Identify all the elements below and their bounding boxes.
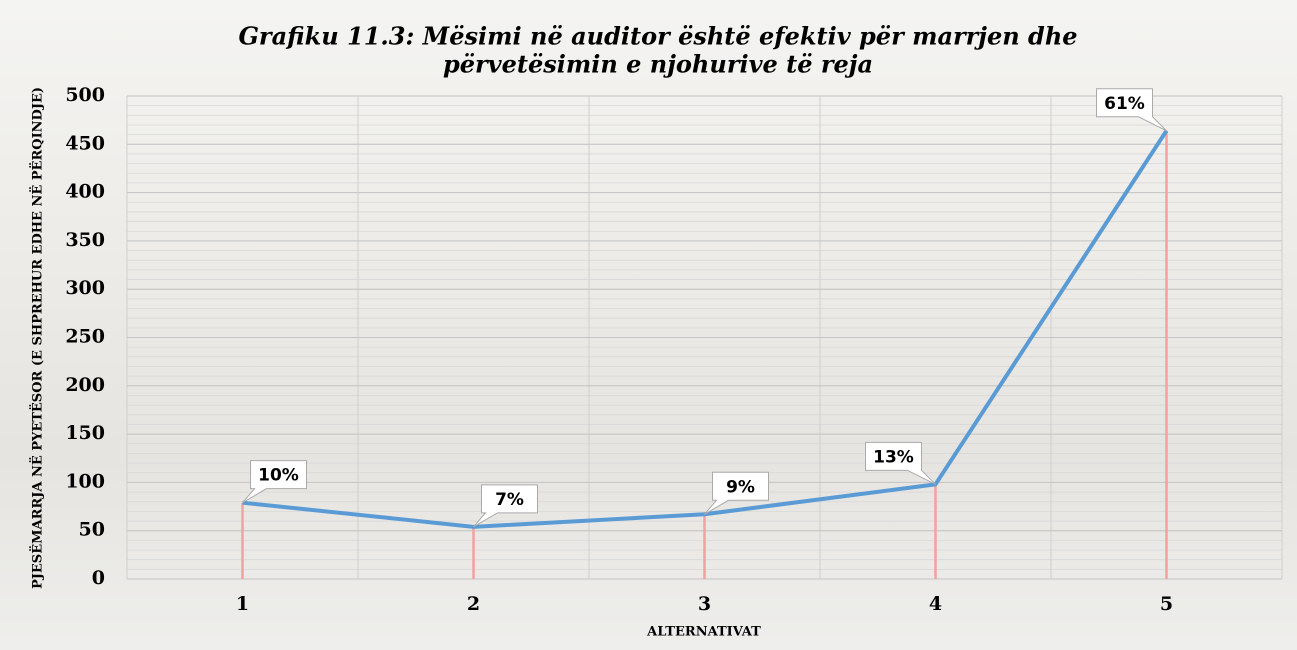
- y-tick-label: 200: [65, 374, 105, 396]
- y-tick-label: 150: [65, 422, 105, 444]
- callout: [704, 471, 769, 515]
- x-tick-label: 1: [236, 593, 249, 615]
- y-tick-label: 450: [65, 132, 105, 154]
- data-label: 61%: [1104, 94, 1145, 114]
- chart-title: Grafiku 11.3: Mësimi në auditor është ef…: [238, 22, 1077, 51]
- callout: [473, 484, 538, 528]
- callout: [865, 441, 936, 485]
- chart-title: përvetësimin e njohurive të reja: [443, 50, 873, 79]
- y-axis-label: PJESËMARRJA NË PYETËSOR (E SHPREHUR EDHE…: [30, 87, 46, 589]
- y-tick-label: 250: [65, 326, 105, 348]
- data-label: 13%: [873, 447, 914, 467]
- data-label: 7%: [495, 490, 524, 510]
- callout: [242, 460, 307, 504]
- line: [242, 129, 1169, 529]
- y-tick-label: 400: [65, 181, 105, 203]
- y-tick-label: 300: [65, 277, 105, 299]
- x-tick-label: 5: [1160, 593, 1173, 615]
- y-tick-label: 350: [65, 229, 105, 251]
- x-tick-label: 4: [929, 593, 942, 615]
- callout: [1096, 88, 1167, 132]
- x-axis-label: ALTERNATIVAT: [646, 625, 761, 640]
- y-tick-label: 100: [65, 470, 105, 492]
- data-label: 10%: [258, 466, 299, 486]
- data-label: 9%: [726, 477, 755, 497]
- y-tick-label: 0: [92, 567, 105, 589]
- x-tick-label: 2: [467, 593, 480, 615]
- y-tick-label: 50: [79, 519, 105, 541]
- x-tick-label: 3: [698, 593, 711, 615]
- y-tick-label: 500: [65, 84, 105, 106]
